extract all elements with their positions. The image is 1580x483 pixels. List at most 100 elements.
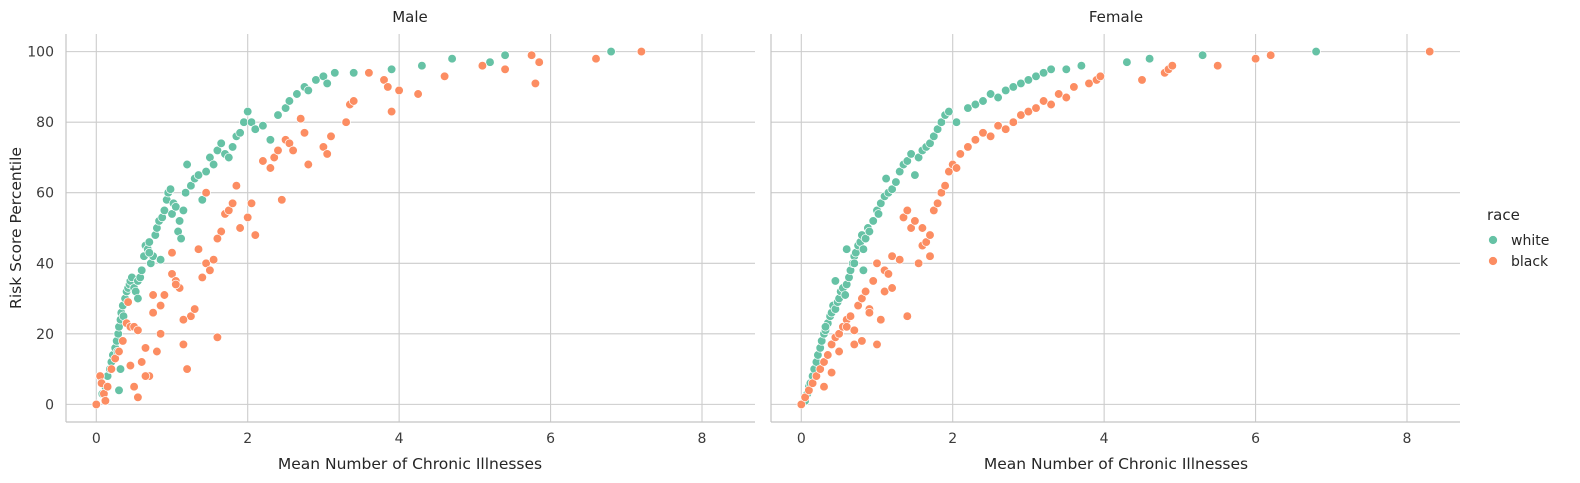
point-black xyxy=(925,230,935,240)
point-black xyxy=(349,96,359,106)
point-black xyxy=(811,371,822,381)
point-black xyxy=(148,290,158,300)
point-black xyxy=(167,269,177,279)
point-white xyxy=(932,124,943,134)
point-black xyxy=(932,198,943,208)
legend-marker-white xyxy=(1488,235,1498,245)
point-white xyxy=(246,117,257,127)
point-white xyxy=(858,244,869,254)
point-black xyxy=(386,106,397,117)
point-white xyxy=(318,71,329,81)
point-black xyxy=(159,290,170,300)
point-white xyxy=(159,205,170,216)
point-black xyxy=(921,237,931,247)
point-black xyxy=(944,166,954,177)
male-x-ticks: 0 2 4 6 8 xyxy=(92,431,707,447)
point-white xyxy=(284,96,295,106)
point-black xyxy=(815,364,825,374)
female-x-ticks: 0 2 4 6 8 xyxy=(797,431,1412,447)
point-black xyxy=(227,198,238,208)
point-black xyxy=(1137,75,1147,85)
point-black xyxy=(246,198,257,208)
point-white xyxy=(273,110,283,120)
point-black xyxy=(322,149,332,159)
point-black xyxy=(834,346,844,357)
point-white xyxy=(311,75,321,85)
point-black xyxy=(155,329,166,339)
point-white xyxy=(322,78,332,89)
point-black xyxy=(845,311,856,321)
point-black xyxy=(1001,124,1011,134)
point-black xyxy=(148,308,158,318)
point-white xyxy=(951,117,962,127)
point-white xyxy=(330,68,340,78)
point-white xyxy=(180,188,191,198)
point-white xyxy=(171,202,181,212)
point-black xyxy=(379,75,389,85)
point-black xyxy=(868,276,878,286)
y-axis-title: Risk Score Percentile xyxy=(7,147,25,309)
point-black xyxy=(906,223,916,233)
point-white xyxy=(970,99,981,110)
point-black xyxy=(929,205,939,216)
point-white xyxy=(224,152,234,163)
point-black xyxy=(819,382,829,392)
point-black xyxy=(1084,78,1094,89)
point-black xyxy=(857,336,867,346)
female-grid xyxy=(771,34,1460,422)
point-black xyxy=(807,378,818,388)
male-grid xyxy=(66,34,755,422)
female-points xyxy=(796,46,1435,410)
female-panel-title: Female xyxy=(1089,8,1143,26)
point-white xyxy=(1144,54,1155,64)
point-white xyxy=(944,106,954,117)
female-x-tick-label: 4 xyxy=(1100,431,1109,447)
point-black xyxy=(842,322,852,332)
panel-male: Male Mean Number of Chronic Illnesses Ri… xyxy=(7,8,755,473)
point-black xyxy=(963,142,973,152)
point-black xyxy=(167,248,177,258)
point-black xyxy=(193,244,204,254)
point-black xyxy=(902,205,912,216)
legend: race white black xyxy=(1487,206,1549,270)
point-black xyxy=(872,339,882,350)
point-black xyxy=(269,152,279,163)
point-black xyxy=(993,121,1003,131)
point-black xyxy=(1031,103,1041,113)
point-black xyxy=(940,181,950,191)
female-x-tick-label: 2 xyxy=(948,431,957,447)
point-black xyxy=(273,145,283,156)
point-black xyxy=(129,382,139,392)
point-white xyxy=(165,184,176,194)
point-white xyxy=(910,170,920,180)
point-white xyxy=(182,159,192,170)
point-white xyxy=(902,156,912,166)
point-white xyxy=(881,173,891,184)
male-y-tick-label: 40 xyxy=(36,256,54,272)
point-white xyxy=(860,233,871,244)
point-white xyxy=(243,106,253,117)
point-white xyxy=(176,233,186,244)
point-black xyxy=(534,57,544,67)
point-black xyxy=(303,159,313,170)
point-white xyxy=(178,205,189,216)
point-white xyxy=(895,166,905,177)
point-white xyxy=(1122,57,1132,67)
point-white xyxy=(1038,68,1049,78)
point-black xyxy=(887,251,897,261)
point-black xyxy=(212,332,223,342)
point-white xyxy=(227,142,238,152)
point-black xyxy=(235,223,245,233)
point-white xyxy=(1001,85,1011,96)
point-black xyxy=(1046,99,1056,110)
point-black xyxy=(125,360,136,371)
point-white xyxy=(349,68,359,78)
point-black xyxy=(318,142,329,152)
point-black xyxy=(800,392,810,402)
point-black xyxy=(114,346,124,357)
female-x-tick-label: 6 xyxy=(1251,431,1260,447)
point-black xyxy=(917,223,928,233)
point-white xyxy=(201,166,211,177)
point-black xyxy=(208,255,219,265)
point-black xyxy=(224,205,234,216)
